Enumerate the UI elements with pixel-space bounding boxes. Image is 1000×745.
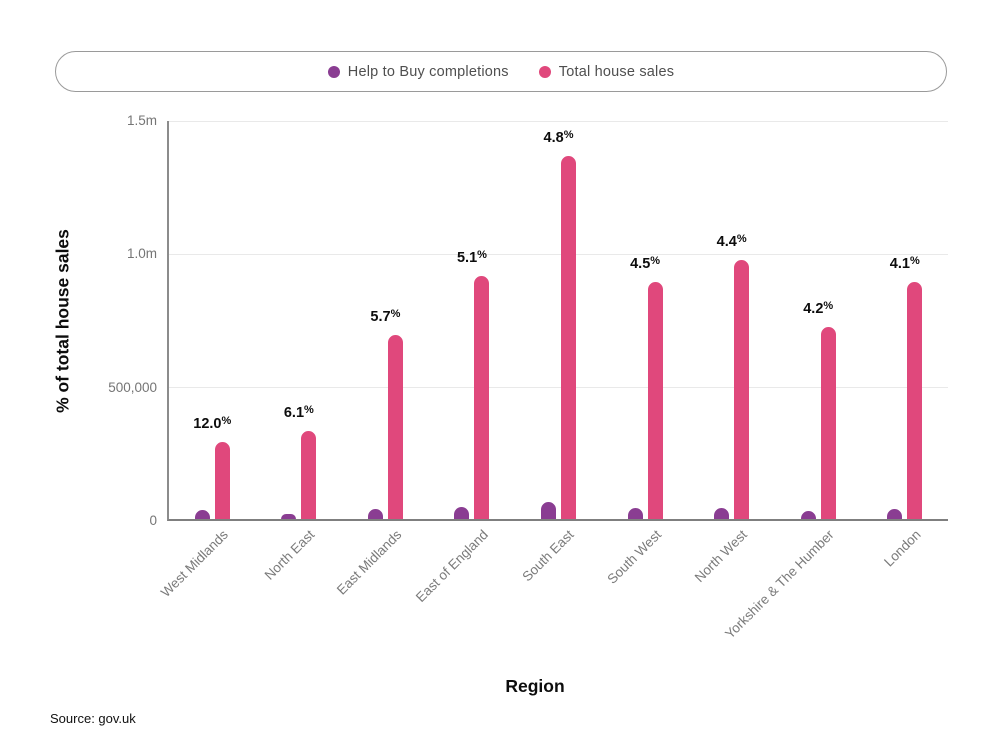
bar-data-label: 4.2% xyxy=(803,300,834,317)
bar-pair: 4.2% xyxy=(800,300,836,519)
x-tick-label: East Midlands xyxy=(333,527,405,598)
bar-pair: 4.4% xyxy=(714,233,750,519)
x-tick-label: East of England xyxy=(412,527,491,606)
bar-total-sales[interactable] xyxy=(734,260,750,519)
bar-help-to-buy[interactable] xyxy=(714,507,730,519)
bar-total-sales[interactable] xyxy=(561,156,577,519)
bar-help-to-buy[interactable] xyxy=(887,509,903,519)
legend: Help to Buy completions Total house sale… xyxy=(55,51,947,92)
bar-group: 12.0% West Midlands xyxy=(158,121,256,600)
bar-help-to-buy[interactable] xyxy=(281,513,297,519)
y-tick-label: 0 xyxy=(149,513,157,528)
legend-label-total-sales: Total house sales xyxy=(558,63,675,80)
gridline xyxy=(169,387,948,389)
bar-data-label: 4.5% xyxy=(630,254,661,272)
bar-data-label: 4.8% xyxy=(543,129,574,147)
plot-area: 12.0% West Midlands 6.1% North East 5.7% East… xyxy=(108,113,949,642)
x-tick-label: London xyxy=(880,527,924,570)
y-tick-label: 500,000 xyxy=(108,379,157,395)
bar-group: 5.7% East Midlands xyxy=(333,121,429,598)
bar-help-to-buy[interactable] xyxy=(194,509,210,519)
bar-group: 4.5% South West xyxy=(602,121,689,587)
y-tick-label: 1.5m xyxy=(126,113,157,128)
x-tick-label: North West xyxy=(692,527,751,586)
bar-help-to-buy[interactable] xyxy=(454,506,470,519)
bar-group: 6.1% North East xyxy=(256,121,343,583)
bar-group: 4.2% Yorkshire & The Humber xyxy=(722,121,862,642)
bar-help-to-buy[interactable] xyxy=(800,511,816,519)
bar-group: 4.4% North West xyxy=(688,121,775,585)
bar-total-sales[interactable] xyxy=(820,327,836,519)
bar-data-label: 5.7% xyxy=(370,308,401,325)
bar-data-label: 6.1% xyxy=(283,404,314,421)
bar-group: 5.1% East of England xyxy=(413,121,516,605)
bar-total-sales[interactable] xyxy=(214,441,230,519)
bar-help-to-buy[interactable] xyxy=(367,508,383,519)
bar-pair: 6.1% xyxy=(281,404,317,519)
x-tick-label: South West xyxy=(603,527,664,587)
bar-pair: 4.5% xyxy=(627,255,663,519)
bar-pair: 4.8% xyxy=(541,129,577,519)
legend-item-total-sales[interactable]: Total house sales xyxy=(538,63,675,80)
plot-groups: 12.0% West Midlands 6.1% North East 5.7% East… xyxy=(158,121,949,642)
bar-total-sales[interactable] xyxy=(907,281,923,519)
legend-dot-total-sales-icon xyxy=(538,65,551,78)
bar-pair: 5.7% xyxy=(367,308,403,519)
bar-data-label: 12.0% xyxy=(193,414,232,432)
bar-help-to-buy[interactable] xyxy=(627,508,643,519)
gridline xyxy=(169,253,948,255)
bar-help-to-buy[interactable] xyxy=(541,501,557,519)
bar-pair: 5.1% xyxy=(454,249,490,519)
bar-pair: 4.1% xyxy=(887,255,923,519)
bar-total-sales[interactable] xyxy=(474,276,490,519)
bar-total-sales[interactable] xyxy=(301,431,317,519)
legend-dot-help-to-buy-icon xyxy=(327,65,340,78)
bar-pair: 12.0% xyxy=(193,415,231,519)
bar-group: 4.1% London xyxy=(862,121,949,570)
legend-label-help-to-buy: Help to Buy completions xyxy=(347,63,509,80)
x-axis-title: Region xyxy=(505,676,565,696)
y-tick-label: 1.0m xyxy=(126,246,157,262)
bar-data-label: 4.4% xyxy=(716,233,747,251)
legend-item-help-to-buy[interactable]: Help to Buy completions xyxy=(327,63,509,80)
bar-data-label: 4.1% xyxy=(889,254,920,272)
bar-total-sales[interactable] xyxy=(647,281,663,519)
x-tick-label: West Midlands xyxy=(157,527,231,601)
bar-data-label: 5.1% xyxy=(456,249,487,267)
bar-total-sales[interactable] xyxy=(387,335,403,519)
bar-group: 4.8% South East xyxy=(515,121,602,584)
source-note: Source: gov.uk xyxy=(50,711,136,726)
x-tick-label: North East xyxy=(261,527,318,583)
x-tick-label: South East xyxy=(519,527,578,585)
gridline xyxy=(169,120,948,122)
